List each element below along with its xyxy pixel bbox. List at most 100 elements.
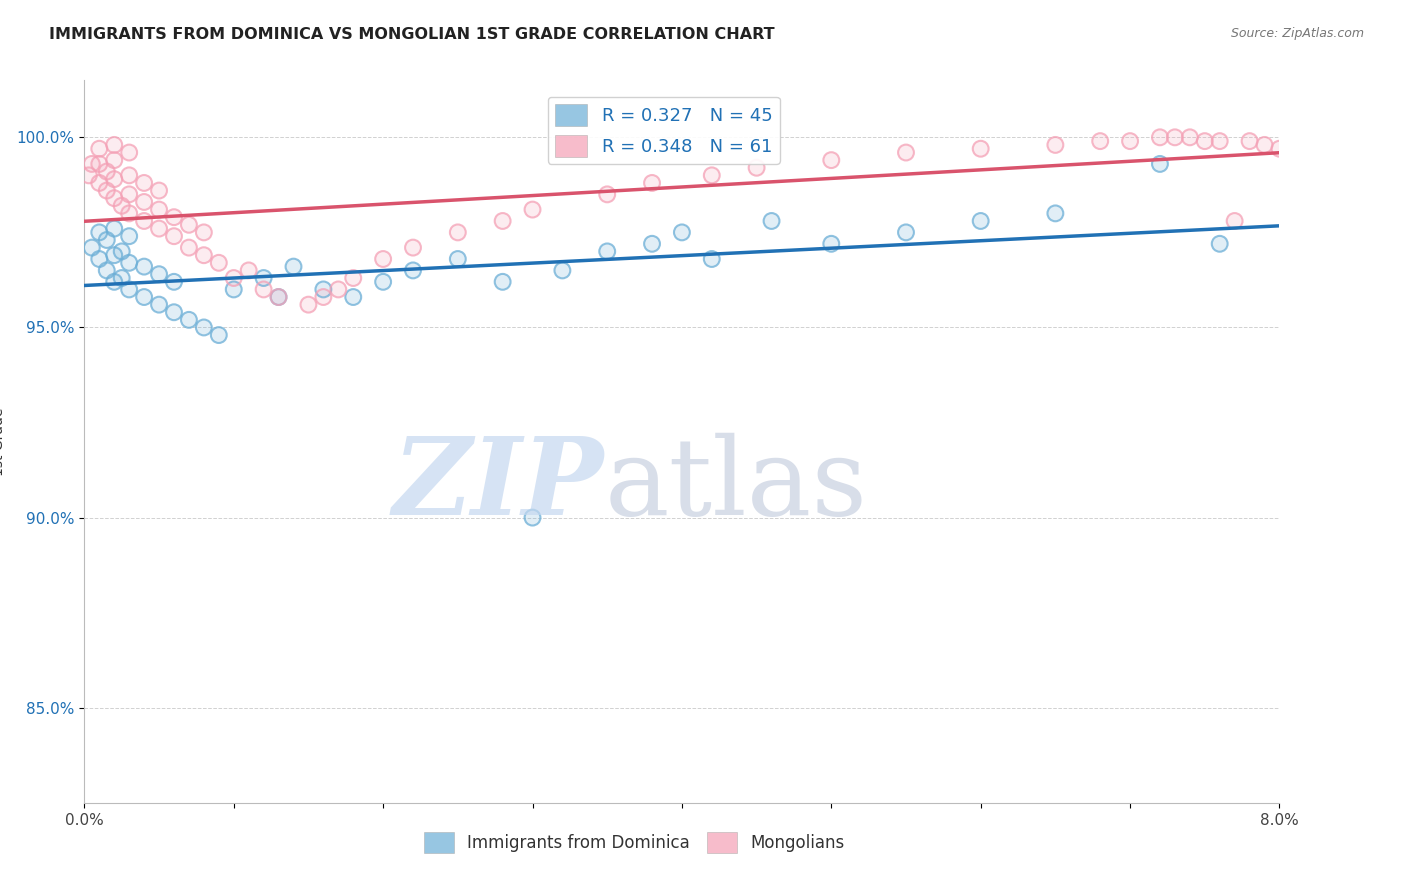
Point [118,206,141,220]
Point [89,142,111,156]
Point [177,218,200,232]
Point [312,290,335,304]
Point [103,275,125,289]
Point [1239,134,1261,148]
Point [700,252,723,266]
Point [522,202,544,217]
Point [177,241,200,255]
Point [163,210,186,224]
Point [132,290,156,304]
Point [132,214,156,228]
Point [177,218,200,232]
Point [111,199,134,213]
Point [312,282,335,296]
Point [80,241,103,255]
Point [103,191,125,205]
Point [641,176,664,190]
Point [193,248,215,262]
Point [148,184,170,198]
Point [1194,134,1216,148]
Point [193,226,215,240]
Point [163,229,186,244]
Point [193,320,215,334]
Point [238,263,260,277]
Point [118,169,141,183]
Point [111,244,134,259]
Point [103,172,125,186]
Point [148,221,170,235]
Point [297,298,319,312]
Point [89,157,111,171]
Point [1209,236,1232,251]
Point [118,145,141,160]
Point [103,248,125,262]
Point [193,320,215,334]
Point [163,305,186,319]
Point [103,137,125,152]
Point [163,305,186,319]
Point [118,282,141,296]
Point [1209,134,1232,148]
Point [1194,134,1216,148]
Point [177,313,200,327]
Point [894,226,917,240]
Point [342,290,364,304]
Point [373,275,395,289]
Point [132,194,156,209]
Point [89,226,111,240]
Point [103,221,125,235]
Point [89,176,111,190]
Point [111,244,134,259]
Point [820,236,842,251]
Point [132,176,156,190]
Point [96,263,118,277]
Point [1045,137,1067,152]
Point [1209,236,1232,251]
Point [96,233,118,247]
Point [1149,130,1171,145]
Point [118,229,141,244]
Point [96,263,118,277]
Point [163,229,186,244]
Point [193,226,215,240]
Point [596,187,619,202]
Point [1253,137,1275,152]
Point [641,176,664,190]
Point [522,202,544,217]
Point [1149,157,1171,171]
Point [820,236,842,251]
Point [89,157,111,171]
Point [596,187,619,202]
Point [148,202,170,217]
Point [89,252,111,266]
Point [118,145,141,160]
Point [208,328,231,343]
Point [522,510,544,524]
Point [402,241,425,255]
Point [80,241,103,255]
Point [1045,206,1067,220]
Point [551,263,574,277]
Point [761,214,783,228]
Point [118,187,141,202]
Point [342,271,364,285]
Point [1164,130,1187,145]
Point [700,169,723,183]
Point [1090,134,1112,148]
Point [492,214,515,228]
Point [596,244,619,259]
Point [103,191,125,205]
Point [1045,137,1067,152]
Point [118,282,141,296]
Point [283,260,305,274]
Point [118,256,141,270]
Point [970,142,993,156]
Point [641,236,664,251]
Point [103,172,125,186]
Point [447,226,470,240]
Point [253,271,276,285]
Point [328,282,350,296]
Point [253,271,276,285]
Point [267,290,290,304]
Point [267,290,290,304]
